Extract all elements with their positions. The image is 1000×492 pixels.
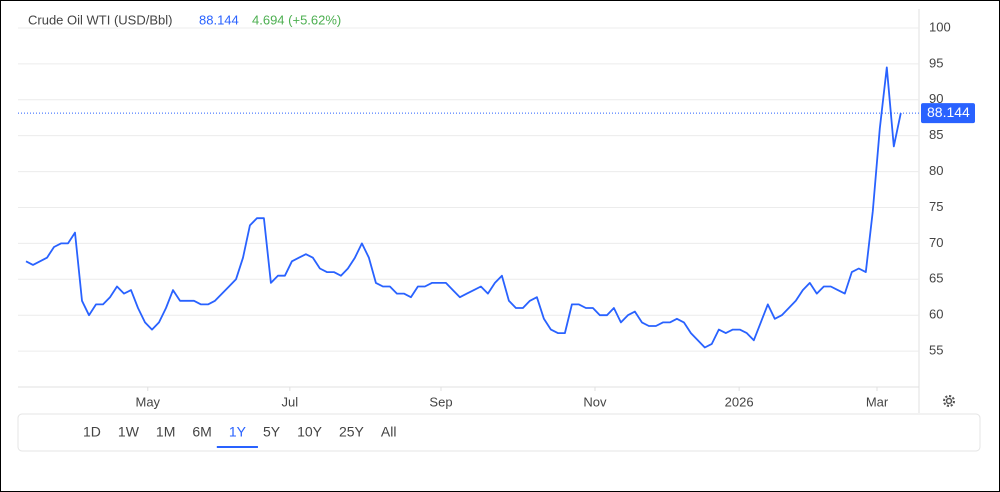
range-bar xyxy=(17,413,981,452)
last-price-label: 88.144 xyxy=(927,104,970,120)
x-tick-label: Nov xyxy=(583,394,607,409)
y-tick-label: 70 xyxy=(929,235,943,250)
x-tick-label: 2026 xyxy=(725,394,754,409)
header-price: 88.144 xyxy=(199,12,239,27)
chart-title: Crude Oil WTI (USD/Bbl) xyxy=(28,12,172,27)
x-tick-label: Jul xyxy=(282,394,299,409)
range-button[interactable]: 6M xyxy=(192,424,211,440)
header-change: 4.694 (+5.62%) xyxy=(252,12,341,27)
range-button[interactable]: 5Y xyxy=(263,424,281,440)
x-tick-label: Mar xyxy=(866,394,889,409)
range-button[interactable]: 1D xyxy=(83,424,101,440)
price-line xyxy=(25,66,902,349)
range-button[interactable]: 1M xyxy=(156,424,175,440)
y-tick-label: 80 xyxy=(929,163,943,178)
y-tick-label: 65 xyxy=(929,271,943,286)
x-tick-label: Sep xyxy=(429,394,452,409)
y-tick-label: 95 xyxy=(929,55,943,70)
range-button[interactable]: 1Y xyxy=(229,424,247,440)
y-tick-label: 55 xyxy=(929,343,943,358)
y-tick-label: 60 xyxy=(929,307,943,322)
last-price-badge xyxy=(921,103,975,124)
range-button[interactable]: 25Y xyxy=(339,424,365,440)
y-tick-label: 90 xyxy=(929,91,943,106)
range-button[interactable]: 10Y xyxy=(297,424,323,440)
y-tick-label: 75 xyxy=(929,199,943,214)
range-button[interactable]: 1W xyxy=(118,424,140,440)
range-button[interactable]: All xyxy=(381,424,397,440)
settings-icon[interactable] xyxy=(943,395,955,407)
x-tick-label: May xyxy=(135,394,160,409)
y-tick-label: 100 xyxy=(929,19,951,34)
y-tick-label: 85 xyxy=(929,127,943,142)
